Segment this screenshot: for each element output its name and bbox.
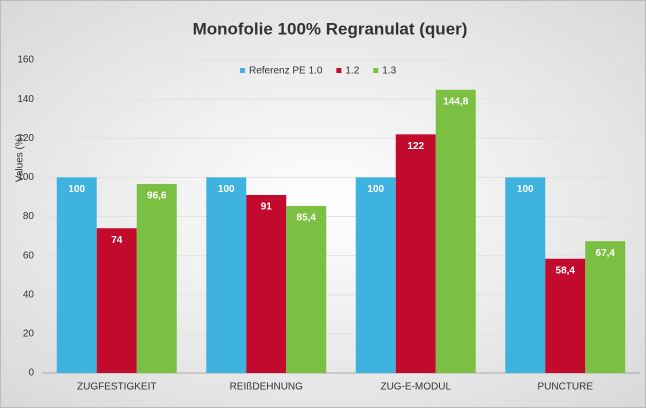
value-label: 91 xyxy=(261,202,273,213)
bar xyxy=(585,241,626,373)
x-tick-label: ZUGFESTIGKEIT xyxy=(77,382,156,393)
x-tick-label: PUNCTURE xyxy=(537,382,593,393)
legend-swatch xyxy=(373,68,379,73)
chart-title: Monofolie 100% Regranulat (quer) xyxy=(193,19,468,38)
bar xyxy=(246,194,287,373)
bar xyxy=(505,177,546,373)
value-label: 96,6 xyxy=(147,191,167,202)
bar xyxy=(395,134,436,373)
value-label: 100 xyxy=(367,184,384,195)
value-label: 100 xyxy=(68,184,85,195)
value-label: 100 xyxy=(218,184,235,195)
legend-label: 1.2 xyxy=(345,66,359,77)
bar xyxy=(96,228,137,373)
value-label: 85,4 xyxy=(297,213,317,224)
value-label: 100 xyxy=(517,184,534,195)
y-axis-label: Values (%) xyxy=(15,134,26,182)
y-tick-label: 120 xyxy=(17,133,34,144)
x-tick-label: ZUG-E-MODUL xyxy=(380,382,451,393)
value-label: 74 xyxy=(111,235,123,246)
bar xyxy=(435,89,476,374)
y-tick-label: 40 xyxy=(23,289,35,300)
value-label: 122 xyxy=(407,141,424,152)
bar xyxy=(545,258,586,373)
bar xyxy=(56,177,97,373)
value-label: 67,4 xyxy=(596,248,616,259)
y-tick-label: 20 xyxy=(23,329,35,340)
legend-label: 1.3 xyxy=(382,66,396,77)
x-tick-label: REIßDEHNUNG xyxy=(230,382,304,393)
y-tick-label: 100 xyxy=(17,172,34,183)
value-label: 58,4 xyxy=(556,265,576,276)
legend-swatch xyxy=(336,68,342,73)
bar xyxy=(136,184,177,373)
y-tick-label: 140 xyxy=(17,94,34,105)
legend-swatch xyxy=(240,68,245,73)
bar xyxy=(286,205,327,373)
y-tick-label: 160 xyxy=(17,55,34,66)
y-tick-label: 60 xyxy=(23,250,35,261)
y-tick-label: 0 xyxy=(28,368,34,379)
legend-label: Referenz PE 1.0 xyxy=(249,66,323,77)
bar xyxy=(355,177,396,373)
y-tick-label: 80 xyxy=(23,211,35,222)
bar xyxy=(206,177,247,373)
value-label: 144,8 xyxy=(443,96,468,107)
